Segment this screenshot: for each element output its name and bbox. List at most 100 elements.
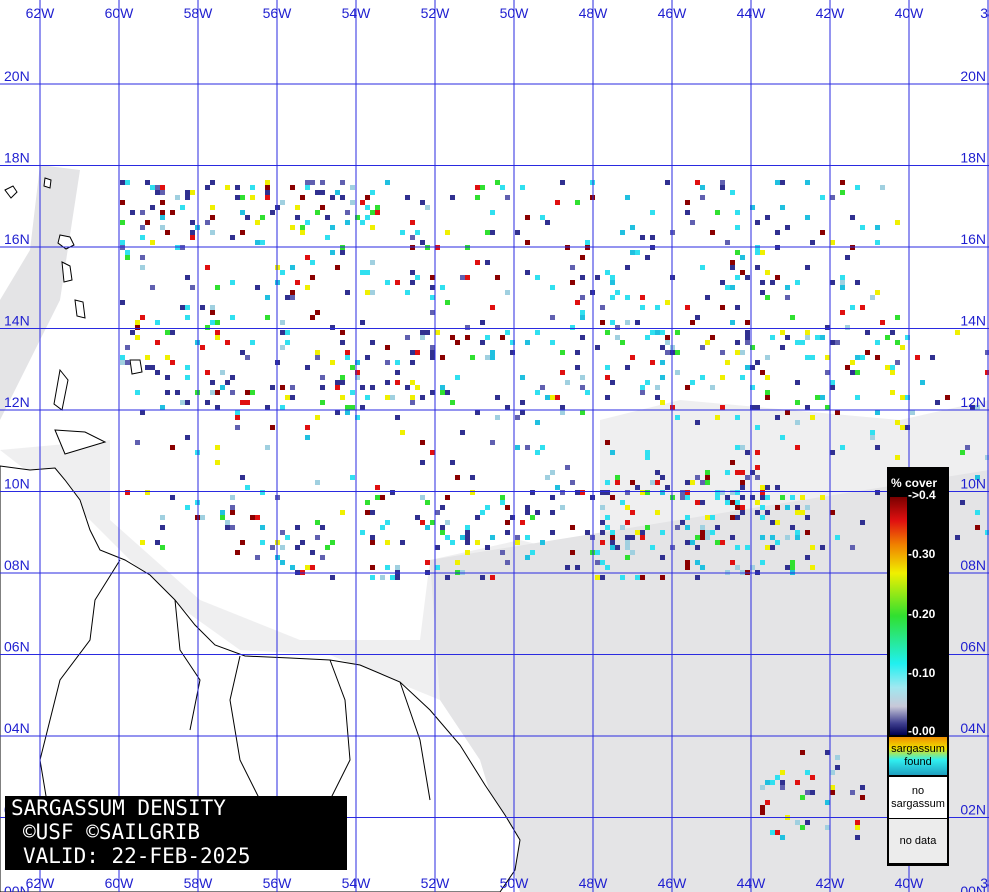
sargassum-pixel — [735, 515, 740, 520]
sargassum-pixel — [805, 335, 810, 340]
sargassum-pixel — [435, 545, 440, 550]
sargassum-pixel — [775, 505, 780, 510]
sargassum-pixel — [620, 340, 625, 345]
sargassum-pixel — [775, 775, 780, 780]
sargassum-pixel — [235, 550, 240, 555]
sargassum-pixel — [765, 510, 770, 515]
sargassum-pixel — [245, 215, 250, 220]
sargassum-pixel — [125, 345, 130, 350]
sargassum-pixel — [610, 275, 615, 280]
sargassum-pixel — [640, 295, 645, 300]
sargassum-pixel — [285, 535, 290, 540]
sargassum-pixel — [330, 575, 335, 580]
sargassum-pixel — [185, 505, 190, 510]
sargassum-pixel — [290, 565, 295, 570]
sargassum-pixel — [745, 340, 750, 345]
sargassum-pixel — [705, 340, 710, 345]
sargassum-pixel — [735, 470, 740, 475]
sargassum-pixel — [310, 550, 315, 555]
sargassum-pixel — [740, 505, 745, 510]
sargassum-pixel — [385, 280, 390, 285]
sargassum-pixel — [605, 395, 610, 400]
sargassum-pixel — [805, 555, 810, 560]
sargassum-pixel — [325, 235, 330, 240]
sargassum-pixel — [300, 225, 305, 230]
sargassum-pixel — [725, 240, 730, 245]
sargassum-pixel — [815, 395, 820, 400]
sargassum-pixel — [220, 510, 225, 515]
sargassum-pixel — [385, 520, 390, 525]
sargassum-pixel — [740, 270, 745, 275]
sargassum-pixel — [370, 190, 375, 195]
sargassum-pixel — [340, 180, 345, 185]
sargassum-pixel — [320, 375, 325, 380]
sargassum-pixel — [825, 355, 830, 360]
sargassum-pixel — [525, 340, 530, 345]
legend-category: no sargassum — [889, 777, 947, 818]
sargassum-pixel — [130, 210, 135, 215]
sargassum-pixel — [385, 395, 390, 400]
sargassum-pixel — [340, 195, 345, 200]
sargassum-pixel — [410, 350, 415, 355]
sargassum-pixel — [700, 375, 705, 380]
sargassum-pixel — [205, 265, 210, 270]
sargassum-pixel — [355, 360, 360, 365]
sargassum-pixel — [580, 335, 585, 340]
sargassum-pixel — [445, 230, 450, 235]
sargassum-pixel — [770, 335, 775, 340]
sargassum-pixel — [815, 335, 820, 340]
sargassum-pixel — [605, 490, 610, 495]
sargassum-pixel — [820, 495, 825, 500]
sargassum-pixel — [645, 450, 650, 455]
sargassum-pixel — [660, 360, 665, 365]
sargassum-pixel — [835, 765, 840, 770]
sargassum-pixel — [155, 185, 160, 190]
sargassum-pixel — [720, 305, 725, 310]
legend-title: % cover — [891, 476, 938, 490]
sargassum-pixel — [785, 225, 790, 230]
sargassum-pixel — [280, 345, 285, 350]
sargassum-pixel — [400, 430, 405, 435]
sargassum-pixel — [260, 240, 265, 245]
sargassum-pixel — [810, 565, 815, 570]
sargassum-pixel — [765, 395, 770, 400]
sargassum-pixel — [985, 370, 989, 375]
sargassum-pixel — [285, 340, 290, 345]
sargassum-pixel — [555, 200, 560, 205]
sargassum-pixel — [365, 195, 370, 200]
sargassum-pixel — [140, 265, 145, 270]
sargassum-pixel — [695, 420, 700, 425]
sargassum-pixel — [580, 310, 585, 315]
sargassum-pixel — [675, 415, 680, 420]
sargassum-pixel — [140, 210, 145, 215]
sargassum-pixel — [390, 490, 395, 495]
sargassum-pixel — [545, 475, 550, 480]
sargassum-pixel — [600, 505, 605, 510]
sargassum-pixel — [410, 220, 415, 225]
sargassum-pixel — [540, 540, 545, 545]
sargassum-pixel — [410, 360, 415, 365]
sargassum-pixel — [160, 215, 165, 220]
sargassum-pixel — [625, 545, 630, 550]
sargassum-pixel — [460, 275, 465, 280]
sargassum-pixel — [625, 535, 630, 540]
sargassum-pixel — [785, 535, 790, 540]
scale-label: -0.30 — [908, 547, 936, 561]
sargassum-pixel — [290, 265, 295, 270]
sargassum-pixel — [850, 215, 855, 220]
sargassum-pixel — [695, 560, 700, 565]
sargassum-pixel — [225, 340, 230, 345]
sargassum-pixel — [220, 385, 225, 390]
sargassum-pixel — [315, 310, 320, 315]
sargassum-pixel — [260, 215, 265, 220]
sargassum-pixel — [690, 480, 695, 485]
sargassum-pixel — [410, 380, 415, 385]
sargassum-pixel — [635, 250, 640, 255]
sargassum-pixel — [685, 525, 690, 530]
sargassum-pixel — [360, 405, 365, 410]
sargassum-pixel — [825, 800, 830, 805]
sargassum-pixel — [820, 395, 825, 400]
sargassum-pixel — [235, 185, 240, 190]
sargassum-pixel — [215, 445, 220, 450]
sargassum-pixel — [295, 205, 300, 210]
